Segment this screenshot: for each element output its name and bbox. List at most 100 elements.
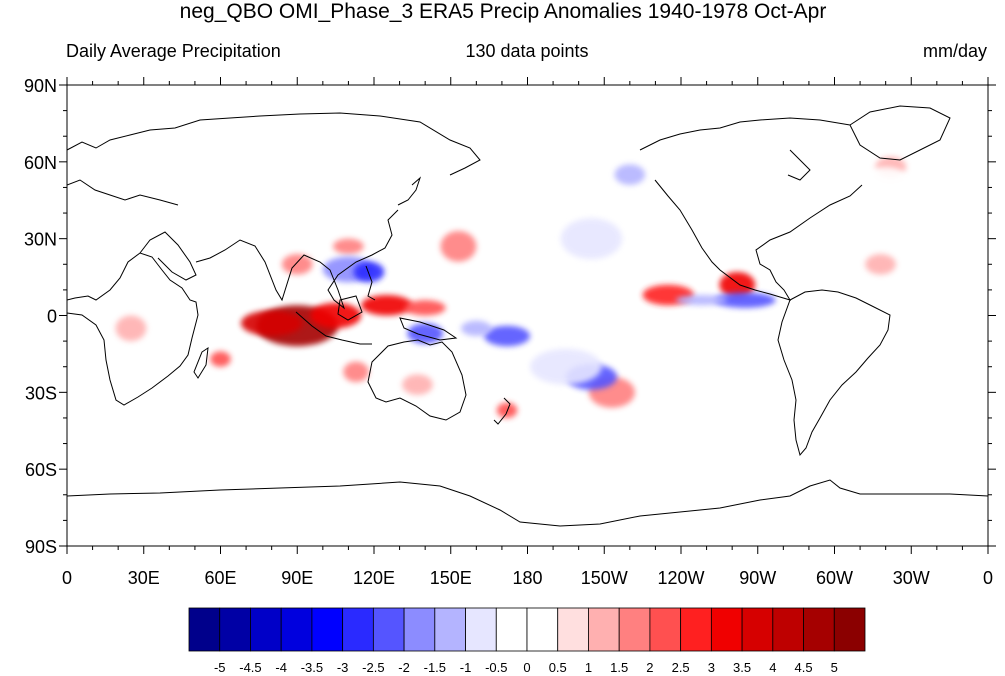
anomaly-region <box>860 166 912 198</box>
colorbar-label: 3.5 <box>733 660 751 675</box>
anomaly-region <box>865 254 896 275</box>
colorbar-label: 2.5 <box>672 660 690 675</box>
colorbar-swatch <box>557 607 589 652</box>
colorbar-swatch <box>588 607 620 652</box>
lat-tick-label: 90S <box>25 537 57 557</box>
colorbar-swatch <box>649 607 682 652</box>
lon-tick-label: 90W <box>739 568 776 588</box>
colorbar-label: 4.5 <box>795 660 813 675</box>
anomaly-region <box>440 230 477 262</box>
colorbar-label: -4.5 <box>239 660 261 675</box>
latitude-labels: 90N 60N 30N 0 30S 60S 90S <box>24 76 57 557</box>
colorbar-swatch <box>188 607 221 652</box>
colorbar-swatch <box>465 607 497 652</box>
coastline-med <box>67 179 179 206</box>
anomaly-region <box>402 374 433 395</box>
anomaly-region <box>484 325 531 347</box>
lon-tick-label: 30W <box>893 568 930 588</box>
anomaly-region <box>240 310 303 336</box>
colorbar-swatch <box>219 607 251 652</box>
right-subtitle: mm/day <box>923 41 987 61</box>
map-title: neg_QBO OMI_Phase_3 ERA5 Precip Anomalie… <box>180 0 827 23</box>
coastline-australia <box>367 339 467 421</box>
colorbar-label: 1 <box>585 660 592 675</box>
coastline-madagascar <box>193 346 209 379</box>
colorbar-swatch <box>680 607 712 652</box>
colorbar-label: 4 <box>769 660 776 675</box>
lat-tick-label: 30S <box>25 383 57 403</box>
colorbar-label: -4 <box>275 660 287 675</box>
lat-tick-label: 60N <box>24 153 57 173</box>
coastline-greenland <box>849 105 951 161</box>
anomaly-region <box>460 320 492 336</box>
anomaly-region <box>714 292 776 308</box>
anomaly-region <box>530 348 602 385</box>
coastline-philippines <box>365 265 376 301</box>
coastline-hudson <box>787 149 811 181</box>
coastline-new-guinea <box>399 317 458 341</box>
anomaly-region <box>614 164 646 185</box>
colorbar-label: 2 <box>646 660 653 675</box>
lon-tick-label: 120E <box>353 568 395 588</box>
lat-tick-label: 30N <box>24 230 57 250</box>
colorbar-label: 0 <box>523 660 530 675</box>
colorbar-label: -3.5 <box>301 660 323 675</box>
longitude-labels: 0 30E 60E 90E 120E 150E 180 150W 120W 90W 60W 30W 0 <box>62 568 993 588</box>
coastline-arctic <box>639 117 851 151</box>
colorbar-label: -3 <box>337 660 349 675</box>
anomaly-region <box>333 238 364 255</box>
colorbar-swatch <box>403 607 436 652</box>
center-subtitle: 130 data points <box>465 41 588 61</box>
left-subtitle: Daily Average Precipitation <box>66 41 281 61</box>
colorbar-swatch <box>434 607 466 652</box>
coastline-indonesia <box>295 311 372 345</box>
coastline-new-zealand <box>493 397 511 425</box>
lon-tick-label: 180 <box>512 568 542 588</box>
coastline-africa <box>67 252 199 406</box>
colorbar-swatch <box>250 607 282 652</box>
colorbar-swatch <box>372 607 405 652</box>
coastline-japan <box>397 176 422 206</box>
axis-ticks <box>59 77 996 554</box>
coastline-arabia <box>139 231 197 281</box>
colorbar-label: 3 <box>708 660 715 675</box>
colorbar-swatch <box>311 607 344 652</box>
colorbar-swatch <box>342 607 374 652</box>
anomaly-region <box>281 254 313 275</box>
anomaly-region <box>560 218 623 260</box>
anomaly-region <box>210 351 231 367</box>
coastline-borneo <box>337 295 363 321</box>
lon-tick-label: 90E <box>281 568 313 588</box>
coastline-south-america <box>777 289 891 457</box>
colorbar-label: -1 <box>460 660 472 675</box>
anomaly-field <box>115 156 912 418</box>
colorbar-swatch <box>526 607 559 652</box>
colorbar-swatch <box>710 607 743 652</box>
lon-tick-label: 120W <box>657 568 704 588</box>
lon-tick-label: 30E <box>128 568 160 588</box>
coastline-europe <box>67 112 481 176</box>
colorbar-label: 1.5 <box>610 660 628 675</box>
colorbar-label: -2 <box>398 660 410 675</box>
anomaly-region <box>675 295 728 306</box>
lon-tick-label: 0 <box>983 568 993 588</box>
lon-tick-label: 0 <box>62 568 72 588</box>
coastline-south-asia <box>195 209 399 310</box>
lon-tick-label: 60E <box>204 568 236 588</box>
lon-tick-label: 60W <box>816 568 853 588</box>
lon-tick-label: 150W <box>581 568 628 588</box>
lat-tick-label: 90N <box>24 76 57 96</box>
colorbar <box>188 607 866 652</box>
colorbar-label: 0.5 <box>549 660 567 675</box>
anomaly-region <box>404 300 446 316</box>
anomaly-region <box>310 302 362 329</box>
colorbar-swatch <box>495 607 528 652</box>
coastline-antarctica <box>67 479 988 527</box>
colorbar-label: -0.5 <box>485 660 507 675</box>
anomaly-region <box>361 295 413 316</box>
colorbar-swatch <box>618 607 651 652</box>
colorbar-label: -5 <box>214 660 226 675</box>
anomaly-region <box>353 261 385 283</box>
lon-tick-label: 150E <box>430 568 472 588</box>
